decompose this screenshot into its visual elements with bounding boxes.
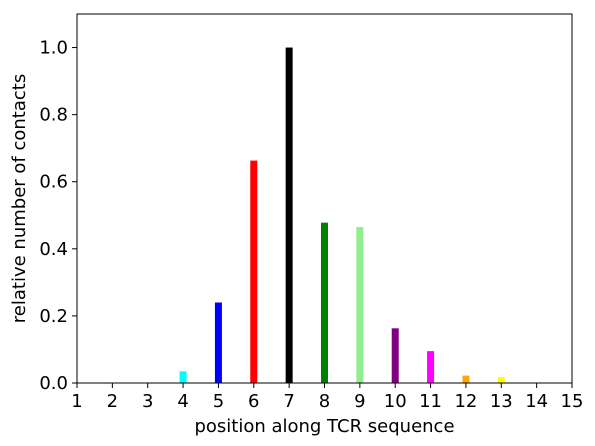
x-tick-label: 11: [419, 391, 442, 412]
x-tick-label: 7: [283, 391, 294, 412]
y-tick-label: 0.8: [39, 105, 68, 126]
y-axis-label: relative number of contacts: [9, 74, 30, 323]
x-tick-label: 8: [319, 391, 330, 412]
y-tick-label: 0.0: [39, 373, 68, 394]
x-tick-label: 3: [142, 391, 153, 412]
bar-position-12: [462, 375, 470, 383]
bar-position-9: [356, 227, 364, 383]
y-tick-label: 0.2: [39, 306, 68, 327]
x-tick-label: 6: [248, 391, 259, 412]
x-tick-label: 4: [177, 391, 188, 412]
bar-position-6: [250, 160, 258, 383]
x-tick-label: 12: [454, 391, 477, 412]
bars-layer: [179, 47, 505, 383]
y-tick-label: 0.6: [39, 172, 68, 193]
bar-position-11: [427, 351, 435, 383]
y-axis: 0.0 0.2 0.4 0.6 0.8 1.0: [39, 38, 77, 394]
x-axis-label: position along TCR sequence: [194, 416, 454, 437]
bar-position-4: [179, 371, 187, 383]
bar-position-7: [285, 47, 293, 383]
bar-position-10: [391, 328, 399, 383]
y-tick-label: 1.0: [39, 38, 68, 59]
x-tick-label: 1: [71, 391, 82, 412]
x-tick-label: 13: [490, 391, 513, 412]
x-tick-label: 15: [561, 391, 584, 412]
x-axis: 1 2 3 4 5 6 7 8 9 10 11 12 13 14 15: [71, 383, 583, 412]
x-tick-label: 14: [525, 391, 548, 412]
bar-position-13: [497, 376, 505, 383]
bar-position-8: [321, 222, 328, 383]
x-tick-label: 9: [354, 391, 365, 412]
bar-position-5: [214, 302, 222, 383]
y-tick-label: 0.4: [39, 239, 68, 260]
x-tick-label: 10: [384, 391, 407, 412]
x-tick-label: 2: [107, 391, 118, 412]
x-tick-label: 5: [213, 391, 224, 412]
